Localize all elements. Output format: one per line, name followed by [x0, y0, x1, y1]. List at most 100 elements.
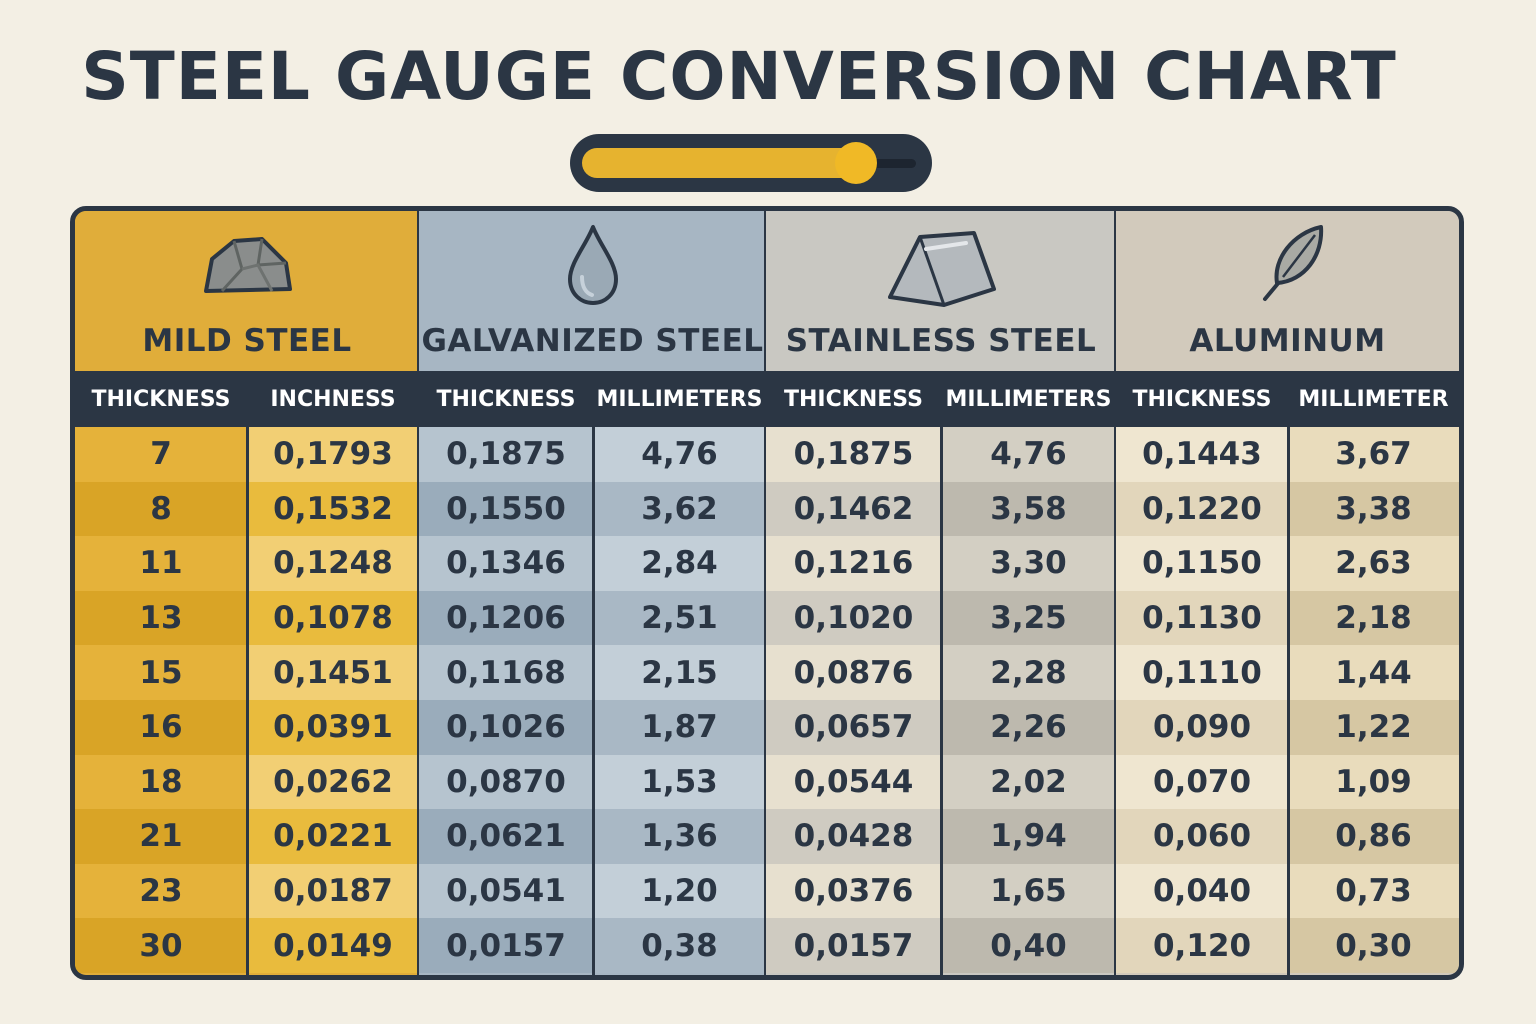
section-header: GALVANIZED STEEL	[419, 211, 766, 371]
section-title: ALUMINUM	[1189, 323, 1386, 359]
value-cell: 0,1451	[247, 645, 419, 700]
value-cell: 1,44	[1288, 645, 1459, 700]
column-header: MILLIMETERS	[593, 371, 766, 427]
value-cell: 1,20	[593, 863, 766, 919]
thickness-cell: 0,120	[1116, 918, 1288, 973]
column-header: THICKNESS	[1116, 371, 1288, 427]
value-cell: 2,02	[941, 754, 1116, 810]
thickness-cell: 0,1462	[766, 481, 941, 537]
value-cell: 0,40	[941, 918, 1116, 973]
column-header: THICKNESS	[419, 371, 593, 427]
value-cell: 3,62	[593, 481, 766, 537]
section-title: MILD STEEL	[142, 323, 352, 359]
thickness-cell: 0,1020	[766, 590, 941, 646]
thickness-cell: 0,1220	[1116, 481, 1288, 537]
gauge-slider[interactable]	[570, 134, 932, 192]
thickness-cell: 8	[75, 481, 247, 537]
column-header: MILLIMETER	[1288, 371, 1459, 427]
slider-knob[interactable]	[834, 142, 877, 184]
value-cell: 3,30	[941, 536, 1116, 591]
thickness-cell: 15	[75, 645, 247, 700]
section-stainless-steel: STAINLESS STEEL THICKNESS 0,1875 0,1462 0,12…	[766, 211, 1116, 975]
metal-ingot-icon	[886, 219, 996, 309]
thickness-cell: 0,0657	[766, 700, 941, 755]
thickness-cell: 0,1206	[419, 590, 593, 646]
value-cell: 1,22	[1288, 700, 1459, 755]
value-cell: 1,65	[941, 863, 1116, 919]
value-cell: 0,1532	[247, 481, 419, 537]
thickness-cell: 0,1875	[766, 427, 941, 482]
column-header: MILLIMETERS	[941, 371, 1116, 427]
value-cell: 4,76	[941, 427, 1116, 482]
thickness-cell: 0,0157	[419, 918, 593, 973]
water-drop-icon	[538, 219, 648, 309]
thickness-cell: 0,1875	[419, 427, 593, 482]
value-cell: 0,0187	[247, 863, 419, 919]
value-cell: 2,18	[1288, 590, 1459, 646]
value-cell: 0,0149	[247, 918, 419, 973]
column-divider	[592, 371, 595, 975]
thickness-cell: 0,0428	[766, 809, 941, 864]
thickness-cell: 0,1168	[419, 645, 593, 700]
rock-icon	[192, 219, 302, 309]
value-cell: 0,1248	[247, 536, 419, 591]
page-title: STEEL GAUGE CONVERSION CHART	[81, 38, 1397, 115]
value-cell: 2,15	[593, 645, 766, 700]
thickness-cell: 30	[75, 918, 247, 973]
thickness-cell: 16	[75, 700, 247, 755]
thickness-cell: 23	[75, 863, 247, 919]
thickness-cell: 7	[75, 427, 247, 482]
section-header: MILD STEEL	[75, 211, 419, 371]
value-cell: 0,1793	[247, 427, 419, 482]
column-divider	[246, 371, 249, 975]
gauge-table: MILD STEEL THICKNESS 7 8 11 13 15 16 18 21 23 30 INC…	[70, 206, 1464, 980]
column-header: INCHNESS	[247, 371, 419, 427]
thickness-cell: 0,1130	[1116, 590, 1288, 646]
value-cell: 2,63	[1288, 536, 1459, 591]
thickness-cell: 0,090	[1116, 700, 1288, 755]
value-cell: 2,26	[941, 700, 1116, 755]
value-cell: 2,51	[593, 590, 766, 646]
value-cell: 4,76	[593, 427, 766, 482]
value-cell: 3,58	[941, 481, 1116, 537]
thickness-cell: 0,060	[1116, 809, 1288, 864]
value-cell: 0,38	[593, 918, 766, 973]
slider-fill	[582, 148, 866, 178]
thickness-cell: 0,0541	[419, 863, 593, 919]
value-cell: 2,84	[593, 536, 766, 591]
section-aluminum: ALUMINUM THICKNESS 0,1443 0,1220 0,1150 0,113…	[1116, 211, 1459, 975]
section-title: GALVANIZED STEEL	[421, 323, 764, 359]
value-cell: 3,67	[1288, 427, 1459, 482]
thickness-cell: 11	[75, 536, 247, 591]
thickness-cell: 0,1150	[1116, 536, 1288, 591]
section-title: STAINLESS STEEL	[785, 323, 1097, 359]
value-cell: 1,87	[593, 700, 766, 755]
value-cell: 0,86	[1288, 809, 1459, 864]
section-galvanized-steel: GALVANIZED STEEL THICKNESS 0,1875 0,1550 0,1…	[419, 211, 766, 975]
value-cell: 0,0391	[247, 700, 419, 755]
column-divider	[940, 371, 943, 975]
thickness-cell: 13	[75, 590, 247, 646]
thickness-cell: 0,1026	[419, 700, 593, 755]
value-cell: 0,30	[1288, 918, 1459, 973]
thickness-cell: 21	[75, 809, 247, 864]
thickness-cell: 0,040	[1116, 863, 1288, 919]
value-cell: 2,28	[941, 645, 1116, 700]
thickness-cell: 0,0876	[766, 645, 941, 700]
section-header: ALUMINUM	[1116, 211, 1459, 371]
thickness-cell: 0,070	[1116, 754, 1288, 810]
section-mild-steel: MILD STEEL THICKNESS 7 8 11 13 15 16 18 21 23 30 INC…	[75, 211, 419, 975]
column-divider	[1287, 371, 1290, 975]
value-cell: 1,53	[593, 754, 766, 810]
value-cell: 1,09	[1288, 754, 1459, 810]
value-cell: 3,25	[941, 590, 1116, 646]
value-cell: 1,94	[941, 809, 1116, 864]
value-cell: 1,36	[593, 809, 766, 864]
thickness-cell: 0,1110	[1116, 645, 1288, 700]
thickness-cell: 0,0157	[766, 918, 941, 973]
thickness-cell: 0,1443	[1116, 427, 1288, 482]
thickness-cell: 0,1216	[766, 536, 941, 591]
column-header: THICKNESS	[75, 371, 247, 427]
column-header: THICKNESS	[766, 371, 941, 427]
thickness-cell: 0,1346	[419, 536, 593, 591]
